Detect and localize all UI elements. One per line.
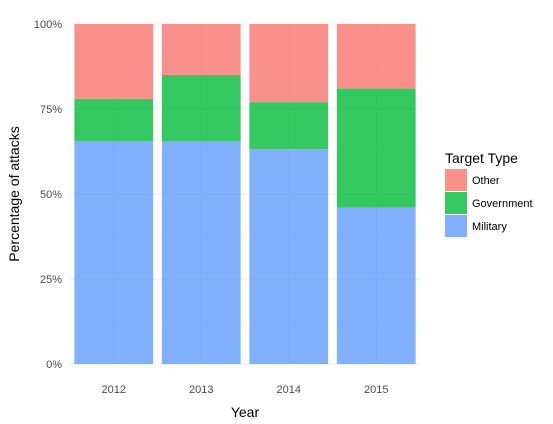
x-tick-label: 2013 bbox=[189, 384, 213, 396]
legend-swatch-military bbox=[445, 215, 467, 237]
bar-segment-military bbox=[74, 141, 154, 364]
x-tick-label: 2015 bbox=[364, 384, 388, 396]
legend-label-military: Military bbox=[472, 221, 507, 233]
legend-swatch-other bbox=[445, 169, 467, 191]
x-tick-label: 2014 bbox=[277, 384, 301, 396]
bar-segment-military bbox=[249, 149, 329, 364]
bar-segment-other bbox=[161, 24, 241, 75]
bar-segment-government bbox=[249, 102, 329, 150]
legend-label-government: Government bbox=[472, 198, 533, 210]
y-tick-label: 25% bbox=[40, 274, 62, 286]
bar-segment-military bbox=[161, 141, 241, 364]
y-tick-label: 50% bbox=[40, 189, 62, 201]
bar-segment-government bbox=[161, 75, 241, 142]
y-axis-ticks: 0% 25% 50% 75% 100% bbox=[34, 19, 62, 371]
x-axis-ticks: 2012 2013 2014 2015 bbox=[102, 384, 389, 396]
y-axis-title: Percentage of attacks bbox=[6, 126, 22, 261]
bar-segment-government bbox=[74, 98, 154, 142]
bar-segment-government bbox=[336, 88, 416, 208]
x-axis-title: Year bbox=[231, 404, 260, 420]
y-tick-label: 100% bbox=[34, 19, 62, 31]
legend-title: Target Type bbox=[445, 150, 518, 166]
legend-swatch-government bbox=[445, 192, 467, 214]
x-tick-label: 2012 bbox=[102, 384, 126, 396]
bar-segment-other bbox=[74, 24, 154, 99]
bars bbox=[74, 24, 416, 364]
legend-label-other: Other bbox=[472, 175, 500, 187]
bar-segment-military bbox=[336, 207, 416, 364]
y-tick-label: 0% bbox=[46, 359, 62, 371]
bar-segment-other bbox=[249, 24, 329, 103]
bar-segment-other bbox=[336, 24, 416, 89]
legend: Target Type Other Government Military bbox=[445, 150, 533, 237]
y-tick-label: 75% bbox=[40, 104, 62, 116]
